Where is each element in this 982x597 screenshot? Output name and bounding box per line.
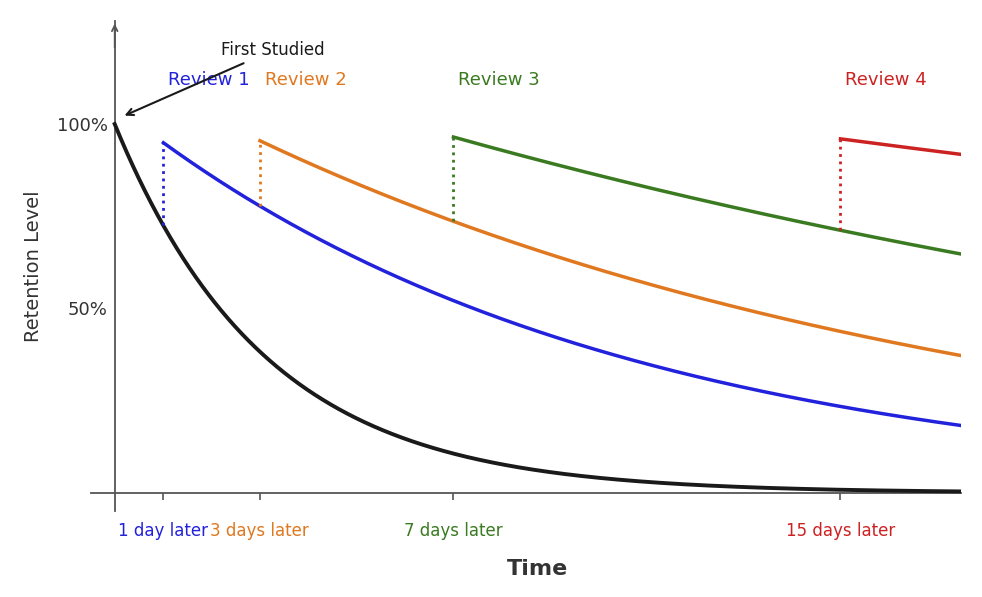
Text: 7 days later: 7 days later	[404, 522, 503, 540]
Text: 3 days later: 3 days later	[210, 522, 309, 540]
Y-axis label: Retention Level: Retention Level	[24, 190, 43, 342]
Text: Time: Time	[508, 559, 569, 579]
Text: 15 days later: 15 days later	[786, 522, 895, 540]
Text: 1 day later: 1 day later	[118, 522, 208, 540]
Text: Review 3: Review 3	[459, 71, 540, 89]
Text: First Studied: First Studied	[127, 41, 325, 115]
Text: Review 1: Review 1	[168, 71, 249, 89]
Text: Review 2: Review 2	[265, 71, 347, 89]
Text: Review 4: Review 4	[846, 71, 927, 89]
